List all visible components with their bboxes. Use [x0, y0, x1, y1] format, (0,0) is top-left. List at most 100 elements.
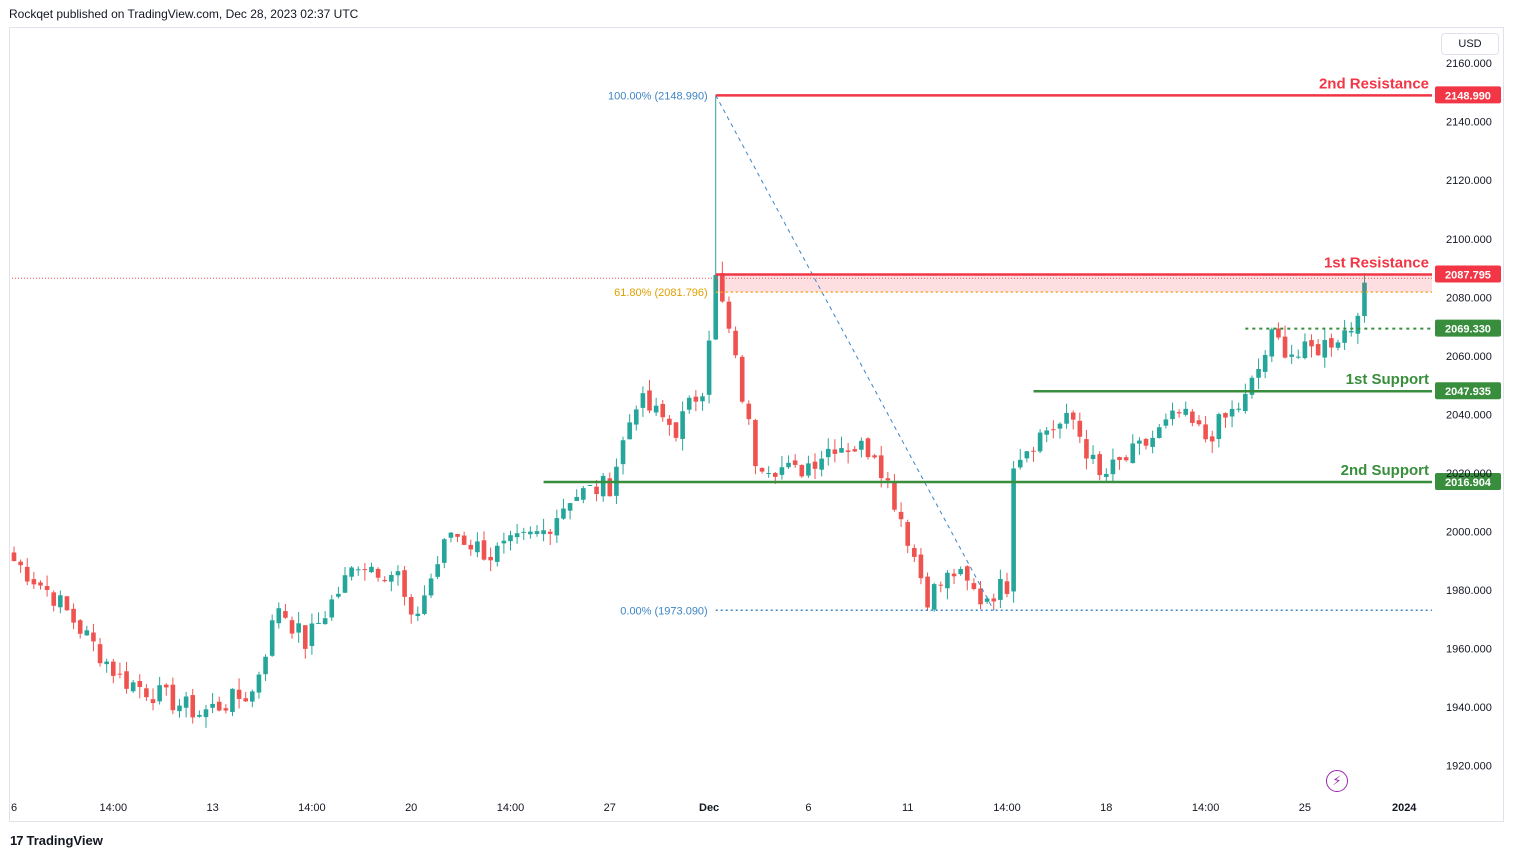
- candle-body: [786, 462, 791, 468]
- candle-body: [918, 554, 924, 579]
- candle-body: [594, 486, 599, 495]
- candle-body: [753, 420, 758, 467]
- candle-body: [1051, 429, 1056, 431]
- candle-body: [1209, 436, 1215, 442]
- candle-body: [534, 531, 540, 534]
- candle-body: [111, 661, 116, 676]
- candle-body: [1004, 581, 1010, 594]
- price-tick-label: 1920.000: [1446, 761, 1492, 773]
- candle-body: [1269, 329, 1275, 357]
- candle-body: [759, 467, 765, 472]
- candle-body: [1236, 408, 1241, 410]
- candle-body: [97, 644, 103, 664]
- fib-label: 61.80% (2081.796): [614, 287, 708, 299]
- candle-body: [395, 571, 401, 576]
- time-tick-label: 11: [902, 802, 913, 814]
- candle-body: [1289, 354, 1294, 357]
- candle-body: [501, 540, 507, 544]
- candle-body: [587, 484, 593, 486]
- candle-body: [640, 393, 646, 408]
- candle-body: [1024, 451, 1030, 459]
- price-tick-label: 2140.000: [1446, 117, 1492, 129]
- candle-body: [693, 396, 699, 402]
- candle-body: [521, 531, 527, 533]
- candle-body: [316, 622, 321, 624]
- price-tick-label: 2160.000: [1446, 58, 1492, 70]
- candle-body: [1256, 368, 1261, 378]
- candle-body: [984, 598, 990, 602]
- candle-body: [1355, 315, 1361, 334]
- candle-body: [832, 449, 838, 454]
- time-tick-label: 14:00: [993, 802, 1021, 814]
- time-tick-label: Dec: [699, 802, 719, 814]
- candle-body: [428, 578, 434, 596]
- candle-body: [488, 556, 493, 561]
- lightning-icon[interactable]: ⚡: [1326, 770, 1348, 792]
- time-tick-label: 14:00: [298, 802, 326, 814]
- candle-body: [912, 548, 917, 557]
- price-tick-label: 2100.000: [1446, 234, 1492, 246]
- candle-body: [620, 440, 626, 465]
- candle-body: [1203, 424, 1208, 440]
- candle-body: [938, 584, 944, 586]
- candle-body: [104, 661, 109, 665]
- candle-body: [733, 330, 738, 356]
- candle-body: [402, 570, 407, 597]
- candle-body: [468, 544, 474, 550]
- currency-button[interactable]: USD: [1441, 33, 1499, 55]
- candle-body: [91, 632, 96, 642]
- candle-body: [355, 569, 361, 571]
- candle-body: [150, 699, 156, 704]
- fib-label: 0.00% (1973.090): [620, 605, 707, 617]
- candle-body: [839, 448, 844, 453]
- candle-body: [276, 608, 282, 624]
- candle-body: [859, 440, 864, 450]
- candle-body: [349, 567, 354, 577]
- level-price-label: 2087.795: [1445, 270, 1491, 282]
- candle-body: [792, 460, 798, 465]
- candle-body: [130, 682, 136, 692]
- candle-body: [1084, 439, 1089, 459]
- candle-body: [1104, 473, 1109, 477]
- candle-body: [38, 582, 43, 586]
- candle-body: [600, 475, 606, 497]
- candle-body: [157, 685, 162, 702]
- candle-body: [309, 623, 315, 646]
- level-name: 1st Support: [1346, 371, 1429, 388]
- candle-body: [706, 340, 712, 395]
- candle-body: [18, 561, 23, 566]
- level-price-label: 2148.990: [1445, 90, 1491, 102]
- candle-body: [342, 575, 348, 593]
- overlays: 100.00% (2148.990) 61.80% (2081.796) 0.00%…: [12, 75, 1501, 617]
- candle-body: [799, 465, 805, 477]
- candle-body: [554, 518, 560, 536]
- candle-body: [1322, 340, 1328, 358]
- candle-body: [686, 397, 692, 410]
- price-tick-label: 2040.000: [1446, 409, 1492, 421]
- level-price-tag: [1435, 473, 1501, 491]
- footer-brand: TradingView: [26, 832, 103, 848]
- candle-body: [998, 578, 1003, 600]
- candle-body: [1216, 414, 1222, 440]
- resistance-zone: [715, 274, 1432, 293]
- level-price-label: 2047.935: [1445, 386, 1491, 398]
- candle-body: [812, 461, 818, 469]
- candle-body: [197, 714, 202, 717]
- candle-body: [283, 611, 288, 618]
- publisher-caption: Rockqet published on TradingView.com, De…: [9, 7, 359, 21]
- price-tick-label: 2020.000: [1446, 468, 1492, 480]
- candle-body: [1348, 330, 1354, 333]
- candle-body: [726, 301, 732, 329]
- candle-body: [369, 566, 374, 573]
- candle-body: [1097, 454, 1102, 476]
- chart-frame[interactable]: [9, 27, 1504, 822]
- price-axis: 1920.000 1940.000 1960.000 1980.000 2000.000…: [1446, 58, 1492, 773]
- candle-body: [746, 403, 752, 420]
- candle-body: [647, 390, 652, 411]
- candle-body: [819, 458, 824, 470]
- candle-body: [1229, 408, 1235, 417]
- candle-body: [408, 597, 414, 615]
- candle-body: [1342, 330, 1347, 343]
- level-price-label: 2069.330: [1445, 324, 1491, 336]
